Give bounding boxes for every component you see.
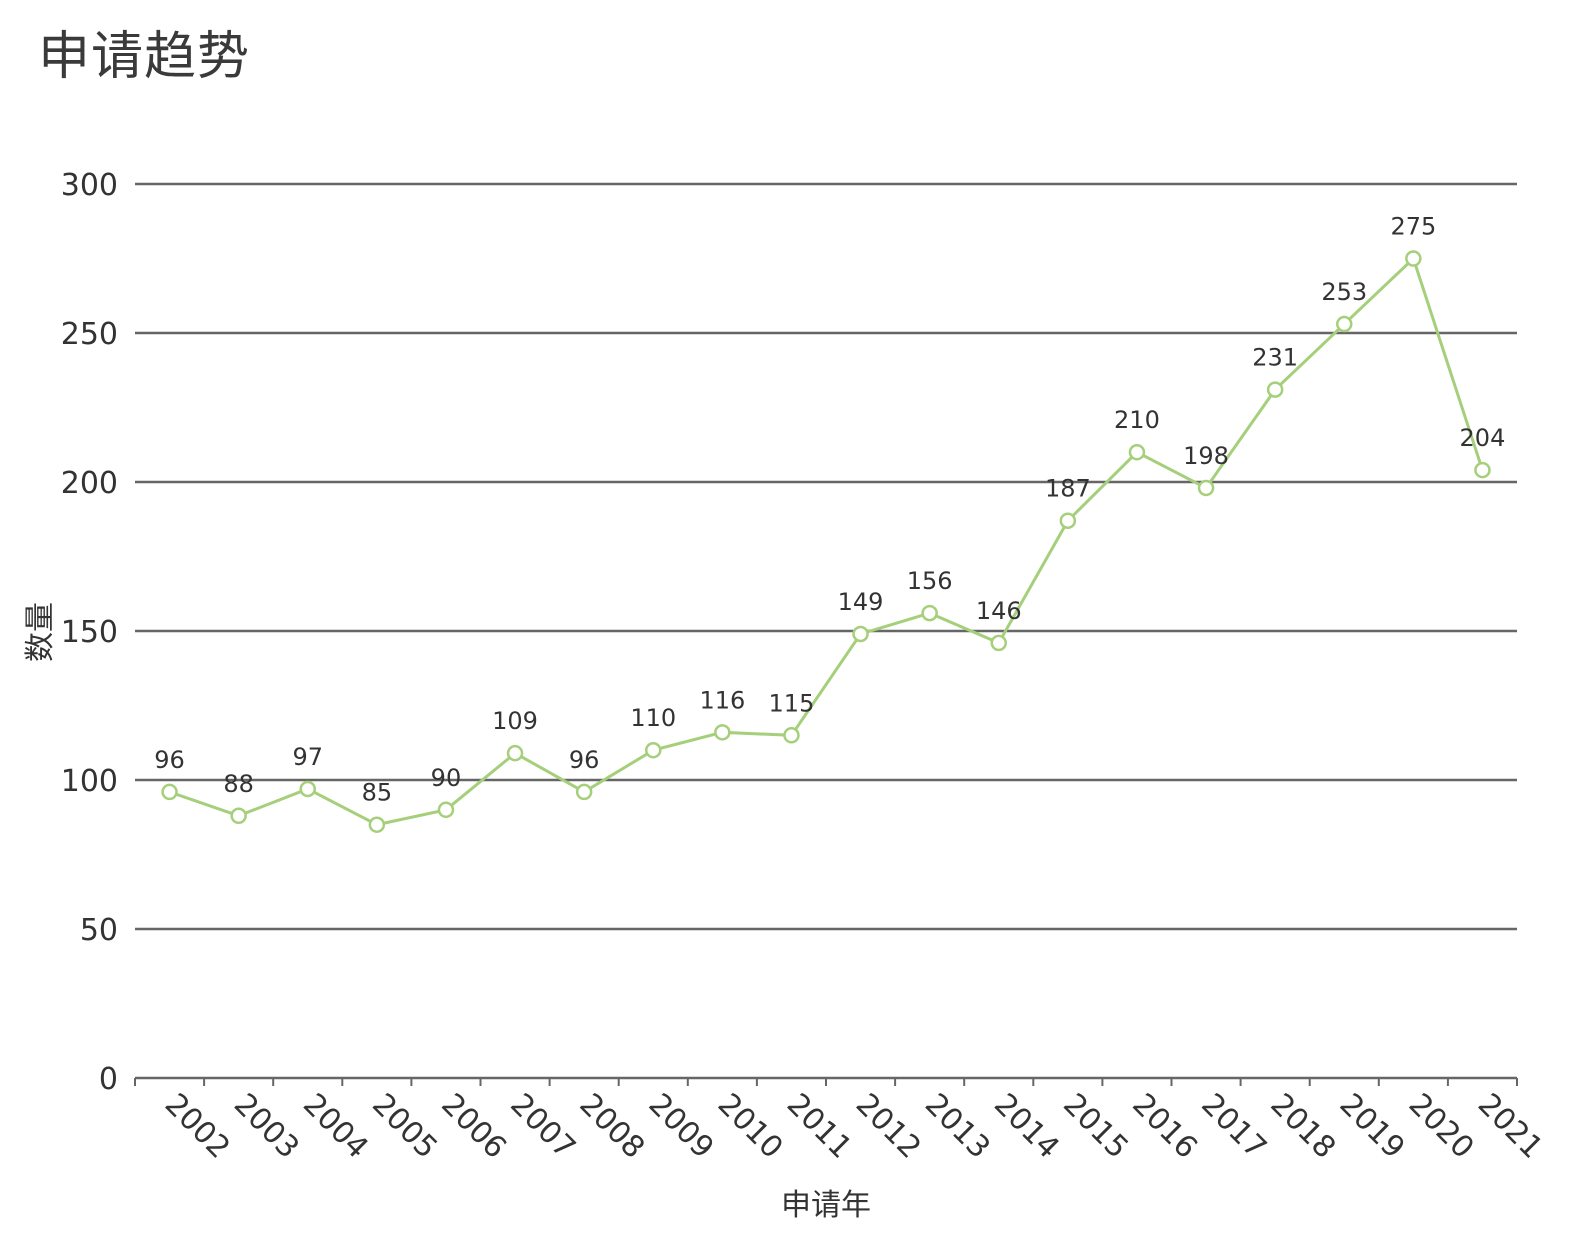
x-tick-label: 2004 <box>296 1087 375 1166</box>
x-tick-label: 2019 <box>1333 1087 1412 1166</box>
x-tick-label: 2012 <box>849 1087 928 1166</box>
series-line <box>169 255 1484 827</box>
data-label: 198 <box>1183 442 1229 470</box>
x-tick-label: 2021 <box>1471 1087 1550 1166</box>
x-tick-label: 2014 <box>987 1087 1066 1166</box>
x-tick-label: 2007 <box>503 1087 582 1166</box>
data-label: 96 <box>569 746 600 774</box>
data-point <box>299 780 316 798</box>
x-tick-label: 2005 <box>365 1087 444 1166</box>
data-point <box>506 744 524 762</box>
data-label: 253 <box>1321 278 1367 306</box>
data-point <box>1405 250 1422 267</box>
data-point <box>783 727 800 744</box>
data-point <box>990 634 1007 652</box>
data-label: 88 <box>223 770 254 798</box>
data-point <box>1266 381 1284 398</box>
data-label: 109 <box>492 707 538 735</box>
y-tick-label: 200 <box>61 466 118 501</box>
data-label: 85 <box>362 779 393 807</box>
data-label: 110 <box>630 704 676 732</box>
data-label: 90 <box>431 764 462 792</box>
x-tick-label: 2010 <box>711 1087 790 1166</box>
series-layer <box>161 250 1491 833</box>
y-tick-label: 0 <box>99 1062 118 1097</box>
data-point <box>714 724 731 741</box>
y-axis-title: 数量 <box>23 602 58 662</box>
x-tick-label: 2020 <box>1402 1087 1481 1166</box>
x-tick-label: 2011 <box>780 1087 859 1166</box>
grid-layer <box>135 182 1517 931</box>
x-tick-label: 2009 <box>642 1087 721 1166</box>
data-point <box>1336 315 1353 333</box>
data-point <box>1474 461 1491 479</box>
data-label: 115 <box>769 689 815 717</box>
chart-title: 申请趋势 <box>38 27 251 87</box>
x-tick-label: 2002 <box>158 1087 237 1166</box>
data-point <box>1197 479 1215 497</box>
data-point <box>575 783 593 801</box>
data-point <box>161 783 178 801</box>
x-tick-label: 2018 <box>1263 1087 1342 1166</box>
data-point <box>921 604 938 622</box>
data-label: 204 <box>1460 424 1506 452</box>
data-label: 149 <box>838 588 884 616</box>
axis-layer: 0501001502002503002002200320042005200620… <box>61 168 1550 1166</box>
data-label: 146 <box>976 597 1022 625</box>
data-label: 156 <box>907 567 953 595</box>
y-tick-label: 50 <box>80 913 118 948</box>
x-tick-label: 2008 <box>572 1087 651 1166</box>
data-label: 96 <box>154 746 185 774</box>
data-point <box>1128 443 1146 461</box>
data-point <box>645 741 662 759</box>
data-point <box>437 801 455 819</box>
data-point <box>852 625 869 643</box>
data-point <box>230 807 247 825</box>
x-axis-title: 申请年 <box>781 1188 871 1223</box>
y-tick-label: 150 <box>61 615 118 650</box>
y-tick-label: 250 <box>61 317 118 352</box>
label-layer: 96 88 97 85 90 109 96 110 116 115 149 156 146 187 210 1… <box>154 213 1505 807</box>
data-label: 97 <box>292 743 323 771</box>
x-tick-label: 2017 <box>1194 1087 1273 1166</box>
y-tick-label: 100 <box>61 764 118 799</box>
x-tick-label: 2003 <box>227 1087 306 1166</box>
data-label: 275 <box>1390 213 1436 241</box>
data-label: 210 <box>1114 406 1160 434</box>
data-point <box>1059 512 1077 529</box>
x-tick-label: 2006 <box>434 1087 513 1166</box>
data-label: 231 <box>1252 344 1298 372</box>
data-label: 187 <box>1045 475 1091 503</box>
y-tick-label: 300 <box>61 168 118 203</box>
x-tick-label: 2013 <box>918 1087 997 1166</box>
x-tick-label: 2016 <box>1125 1087 1204 1166</box>
x-tick-label: 2015 <box>1056 1087 1135 1166</box>
data-label: 116 <box>699 686 745 714</box>
data-point <box>368 816 386 833</box>
